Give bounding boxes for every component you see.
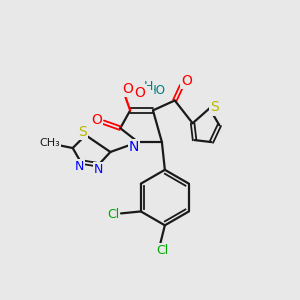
Text: O: O [91,113,102,127]
Text: HO: HO [148,84,166,97]
Text: Cl: Cl [156,244,168,256]
Text: CH₃: CH₃ [40,138,60,148]
Text: N: N [75,160,84,173]
Text: S: S [210,100,219,114]
Text: S: S [78,125,87,139]
Text: H: H [143,80,153,93]
Text: N: N [94,163,103,176]
Text: O: O [181,74,192,88]
Text: N: N [129,140,139,154]
Text: O: O [135,85,146,100]
Text: O: O [122,82,133,96]
Text: Cl: Cl [107,208,119,221]
